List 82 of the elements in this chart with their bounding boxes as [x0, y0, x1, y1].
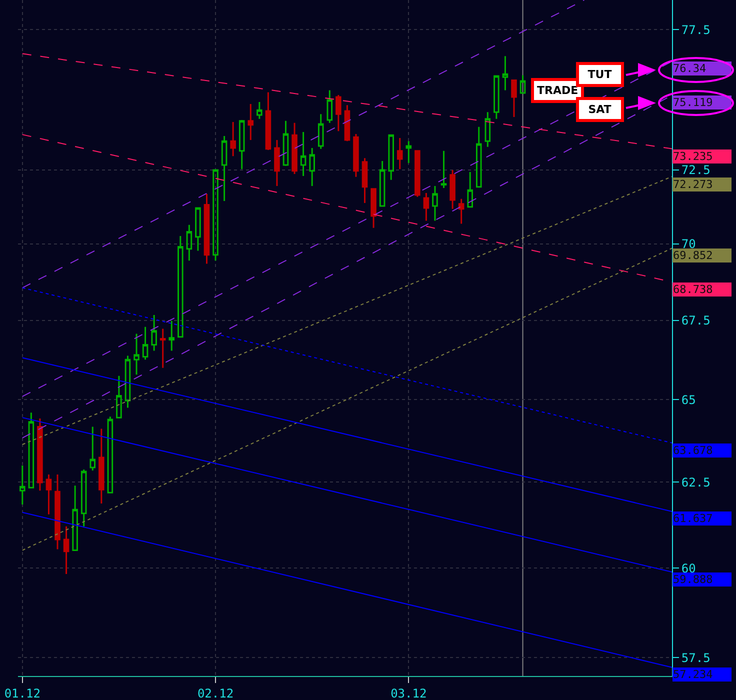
candlestick	[326, 89, 333, 124]
candlestick	[238, 119, 245, 170]
candlestick	[90, 426, 96, 472]
candlestick	[406, 140, 412, 164]
candlestick	[344, 104, 350, 142]
y-tick-label: 72.5	[681, 163, 710, 178]
data-label: 73.235	[673, 150, 713, 163]
candlestick	[265, 91, 272, 151]
candlestick	[37, 418, 43, 492]
candlestick	[432, 185, 438, 222]
annotation: SAT	[588, 103, 612, 116]
candlestick	[292, 122, 298, 175]
candlestick	[212, 169, 218, 262]
candlestick	[300, 131, 306, 177]
candlestick	[467, 171, 473, 208]
x-tick-label: 02.12	[197, 686, 234, 700]
candlestick	[379, 160, 386, 207]
candlestick	[484, 111, 491, 148]
candlestick	[370, 188, 376, 229]
candlestick	[458, 198, 464, 224]
candlestick	[450, 169, 456, 210]
candlestick	[107, 416, 114, 494]
candlestick	[151, 314, 157, 352]
candlestick	[63, 526, 70, 575]
data-label: 68.738	[673, 283, 713, 296]
y-tick-label: 57.5	[681, 650, 710, 665]
y-tick-label: 65	[681, 392, 696, 407]
data-label: 75.119	[673, 96, 713, 109]
y-tick-label: 77.5	[681, 22, 710, 37]
y-tick-label: 60	[681, 561, 696, 576]
candlestick	[388, 134, 394, 181]
candlestick	[160, 328, 166, 369]
candlestick	[502, 55, 508, 91]
candlestick	[230, 121, 236, 157]
data-label: 69.852	[673, 249, 713, 262]
candlestick	[80, 468, 87, 528]
candlestick	[520, 74, 526, 94]
candlestick	[98, 428, 104, 504]
candlestick	[423, 192, 430, 222]
annotation: TRADE	[537, 84, 578, 97]
candlestick	[19, 464, 26, 506]
candlestick	[511, 79, 517, 118]
candlestick	[168, 320, 175, 352]
data-label: 76.34	[673, 62, 706, 75]
y-tick-label: 70	[681, 236, 696, 251]
data-label: 63.678	[673, 444, 713, 457]
candlestick	[248, 103, 254, 141]
x-tick-label: 03.12	[390, 686, 427, 700]
candlestick	[353, 133, 359, 178]
candlestick	[274, 139, 280, 187]
data-label: 59.888	[673, 573, 713, 586]
candlestick	[440, 150, 447, 189]
candlestick	[318, 113, 324, 150]
candlestick	[124, 355, 131, 409]
candlestick	[256, 101, 262, 120]
candlestick	[72, 484, 78, 552]
candlestick	[134, 332, 140, 376]
candlestick	[396, 137, 403, 170]
candlestick	[54, 474, 60, 550]
y-tick-label: 62.5	[681, 475, 710, 490]
candlestick	[178, 235, 184, 338]
candlestick	[336, 94, 342, 132]
candlestick	[186, 224, 192, 262]
candlestick	[28, 412, 34, 488]
candlestick	[142, 326, 148, 360]
data-label: 72.273	[673, 178, 713, 191]
candlestick	[414, 150, 420, 198]
annotation: TUT	[588, 68, 612, 81]
data-label: 61.637	[673, 512, 713, 525]
candlestick	[282, 120, 289, 167]
candlestick	[221, 135, 228, 202]
candlestick	[116, 375, 122, 418]
candlestick	[309, 147, 315, 187]
data-label: 57.234	[673, 668, 714, 681]
candlestick	[195, 207, 201, 252]
y-tick-label: 67.5	[681, 313, 710, 328]
x-tick-label: 01.12	[4, 686, 40, 700]
candlestick	[494, 74, 500, 120]
candlestick	[46, 474, 52, 516]
candlestick	[204, 193, 210, 264]
candlestick	[362, 157, 368, 204]
candlestick	[476, 126, 482, 188]
